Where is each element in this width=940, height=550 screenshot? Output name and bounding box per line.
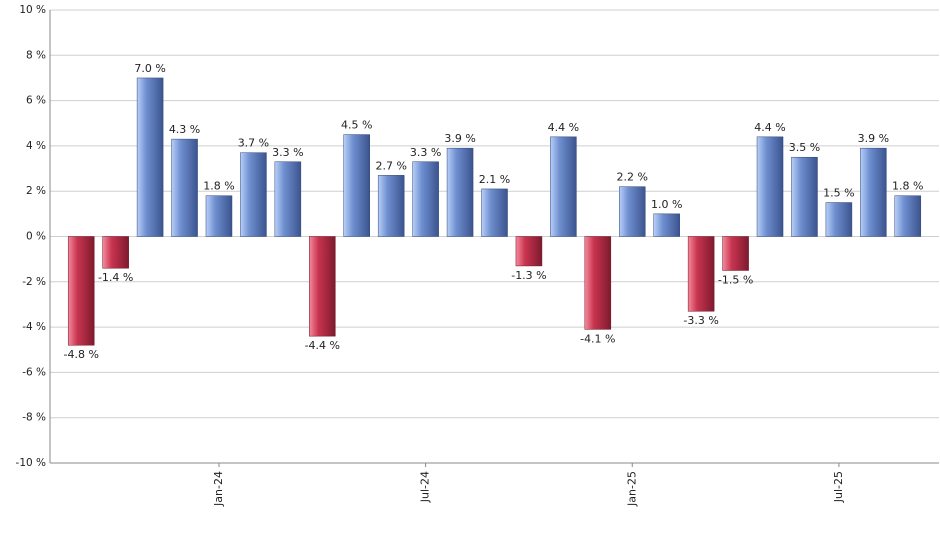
bar [309,236,336,337]
value-label: 2.1 % [479,173,510,186]
bar [653,213,680,237]
bar [584,236,612,330]
bar [515,236,543,267]
value-label: 3.9 % [858,132,889,145]
bar [860,147,887,237]
bar [550,136,577,237]
y-tick-label: 2 % [26,185,46,197]
value-label: 3.9 % [444,132,475,145]
y-tick-label: -4 % [22,321,46,333]
y-tick-label: 6 % [26,95,46,107]
value-label: 4.3 % [169,123,200,136]
y-tick-label: -2 % [22,276,46,288]
bar [377,175,405,237]
bar [240,152,267,237]
value-label: 3.5 % [789,141,820,154]
value-label: 7.0 % [134,62,165,75]
value-label: -3.3 % [683,314,718,327]
bar [825,202,853,237]
bar [481,188,508,237]
value-label: 1.0 % [651,198,682,211]
y-tick-label: 0 % [26,231,46,243]
value-label: 4.4 % [754,121,785,134]
value-label: -1.3 % [511,269,546,282]
bar [412,161,439,237]
value-label: -4.4 % [305,339,340,352]
x-tick-label: Jan-24 [212,471,225,507]
y-tick-label: 4 % [26,140,46,152]
value-label: -4.1 % [580,332,615,345]
bar [687,236,715,312]
bar [446,147,474,237]
x-tick-label: Jul-24 [419,471,432,503]
value-label: 1.8 % [203,180,234,193]
y-tick-label: -10 % [16,457,46,469]
bar [756,136,784,237]
value-label: 3.7 % [238,137,269,150]
value-label: 4.4 % [548,121,579,134]
bar [722,236,749,271]
value-label: 1.8 % [892,180,923,193]
value-label: 2.7 % [375,159,406,172]
x-tick-label: Jan-25 [625,471,638,507]
value-label: -1.5 % [718,273,753,286]
bar [791,156,818,237]
value-label: 1.5 % [823,187,854,200]
y-tick-label: -6 % [22,366,46,378]
bar [136,77,164,237]
value-label: 3.3 % [410,146,441,159]
x-tick-label: Jul-25 [832,471,845,503]
value-label: 4.5 % [341,119,372,132]
y-tick-label: 8 % [26,49,46,61]
bar [894,195,922,237]
bar [102,236,129,269]
value-label: 3.3 % [272,146,303,159]
y-tick-label: -8 % [22,412,46,424]
value-label: -4.8 % [64,348,99,361]
bar [67,236,95,346]
bar [205,195,233,237]
y-tick-label: 10 % [19,4,46,16]
value-label: -1.4 % [98,271,133,284]
bar [274,161,302,237]
bar [619,186,646,237]
value-label: 2.2 % [617,171,648,184]
bar [343,134,370,237]
bar [171,138,198,237]
